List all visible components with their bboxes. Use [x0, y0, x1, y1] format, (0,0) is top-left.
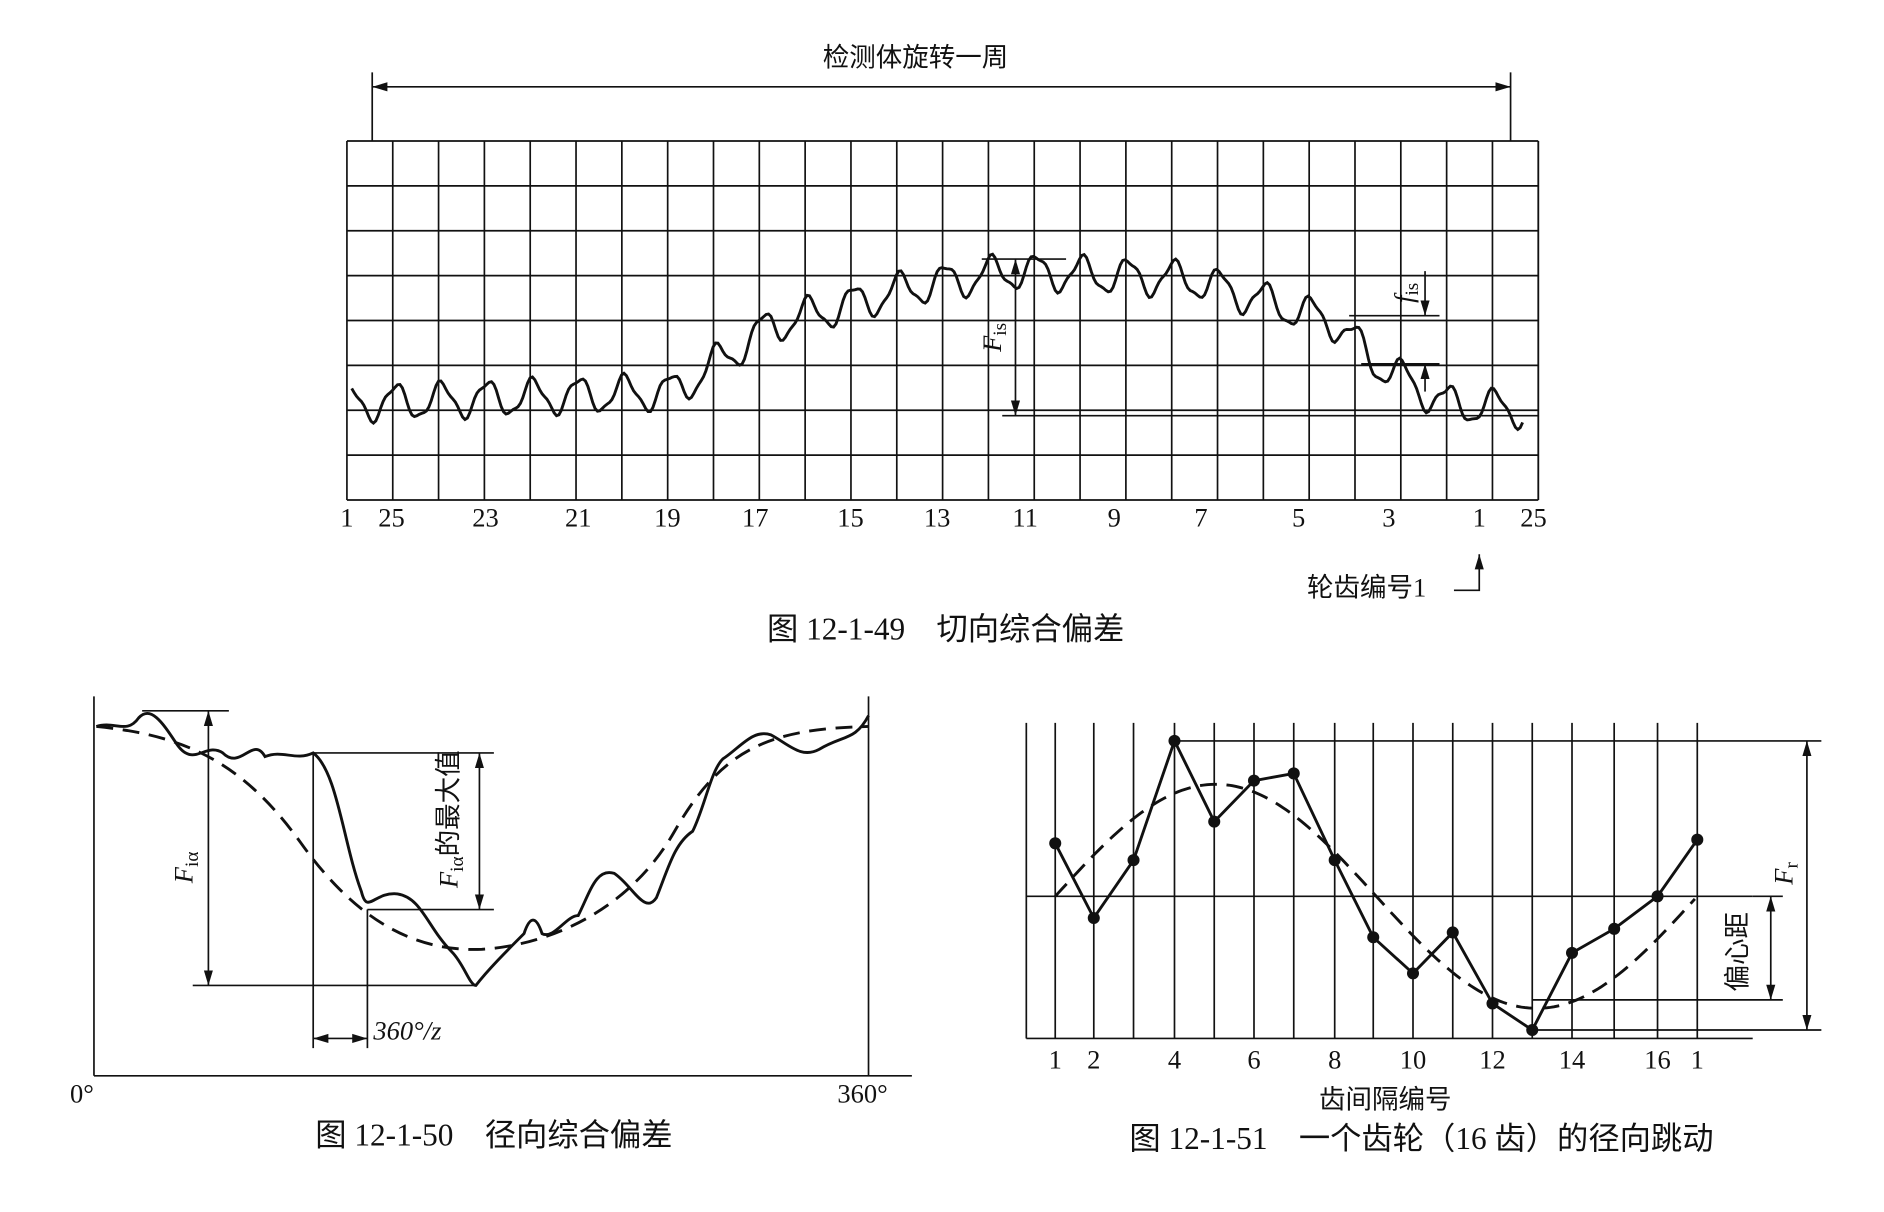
end-label: 360°: [837, 1078, 887, 1108]
subscript: r: [1782, 862, 1803, 869]
runout-point: [1691, 833, 1704, 846]
note-arrow: [1453, 554, 1484, 592]
gap-label: 12: [1479, 1045, 1506, 1075]
symbol: F: [434, 871, 464, 889]
tooth-label: 9: [1108, 503, 1121, 533]
caption: 图 12-1-50 径向综合偏差: [315, 1118, 672, 1153]
tooth-label: 25: [1520, 503, 1546, 533]
max-radial-label: Fiα的最大值: [434, 750, 469, 889]
caption: 图 12-1-49 切向综合偏差: [767, 612, 1124, 647]
tooth-label: 23: [472, 503, 499, 533]
tooth-label: 17: [742, 503, 769, 533]
symbol: F: [977, 335, 1007, 353]
suffix: 的最大值: [434, 750, 464, 856]
tooth-label: 11: [1012, 503, 1038, 533]
mean-curve: [96, 725, 869, 951]
tooth-label: 15: [837, 503, 864, 533]
runout-point: [1565, 946, 1579, 959]
runout-point: [1049, 837, 1062, 850]
runout-label: Fr: [1769, 862, 1804, 886]
gap-label: 1: [1049, 1045, 1062, 1075]
runout-point: [1087, 911, 1100, 925]
tooth-label: 1: [340, 503, 353, 533]
x-title: 齿间隔编号: [1319, 1084, 1452, 1114]
runout-point: [1651, 890, 1664, 903]
symbol: F: [1769, 868, 1799, 886]
tooth-label: 25: [378, 503, 405, 533]
total-radial-label: Fiα: [169, 852, 204, 885]
runout-point: [1287, 767, 1300, 780]
gap-label: 8: [1328, 1045, 1341, 1075]
runout-point: [1247, 774, 1261, 787]
gap-label: 14: [1559, 1045, 1585, 1075]
runout-point: [1127, 854, 1140, 867]
tooth-label: 19: [654, 503, 681, 533]
subscript: iα: [447, 856, 468, 871]
tooth-number-note: 轮齿编号1: [1307, 572, 1426, 602]
gap-label: 6: [1247, 1045, 1260, 1075]
tooth-label: 21: [565, 503, 592, 533]
tooth-label: 1: [1473, 503, 1486, 533]
gap-label: 2: [1087, 1045, 1100, 1075]
start-label: 0°: [70, 1078, 94, 1108]
eccentric-curve: [1054, 782, 1696, 1010]
subscript: is: [991, 323, 1012, 336]
eccentricity-label: 偏心距: [1723, 912, 1753, 992]
subscript: iα: [182, 852, 203, 867]
runout-point: [1446, 926, 1459, 939]
subscript: is: [1403, 283, 1424, 296]
runout-point: [1406, 967, 1420, 980]
runout-point: [1367, 931, 1380, 944]
gap-label: 10: [1400, 1045, 1426, 1075]
tangential-deviation-curve: [350, 252, 1524, 432]
tooth-label: 3: [1382, 503, 1395, 533]
gap-label: 1: [1691, 1045, 1704, 1075]
caption: 图 12-1-51 一个齿轮（16 齿）的径向跳动: [1129, 1121, 1713, 1156]
runout-point: [1328, 854, 1341, 867]
tooth-label: 7: [1194, 503, 1207, 533]
runout-point: [1608, 922, 1621, 935]
runout-point: [1208, 815, 1221, 828]
tooth-label: 5: [1292, 503, 1305, 533]
radial-deviation-curve: [95, 712, 870, 987]
gap-label: 16: [1644, 1045, 1670, 1075]
symbol: f: [1389, 292, 1419, 303]
span-label: 检测体旋转一周: [823, 42, 1009, 72]
total-deviation-label: Fis: [977, 323, 1012, 353]
tooth-deviation-label: fis: [1389, 283, 1424, 303]
pitch-label: 360°/z: [372, 1016, 441, 1046]
symbol: F: [169, 866, 199, 884]
tooth-label: 13: [924, 503, 951, 533]
gap-label: 4: [1168, 1045, 1181, 1075]
